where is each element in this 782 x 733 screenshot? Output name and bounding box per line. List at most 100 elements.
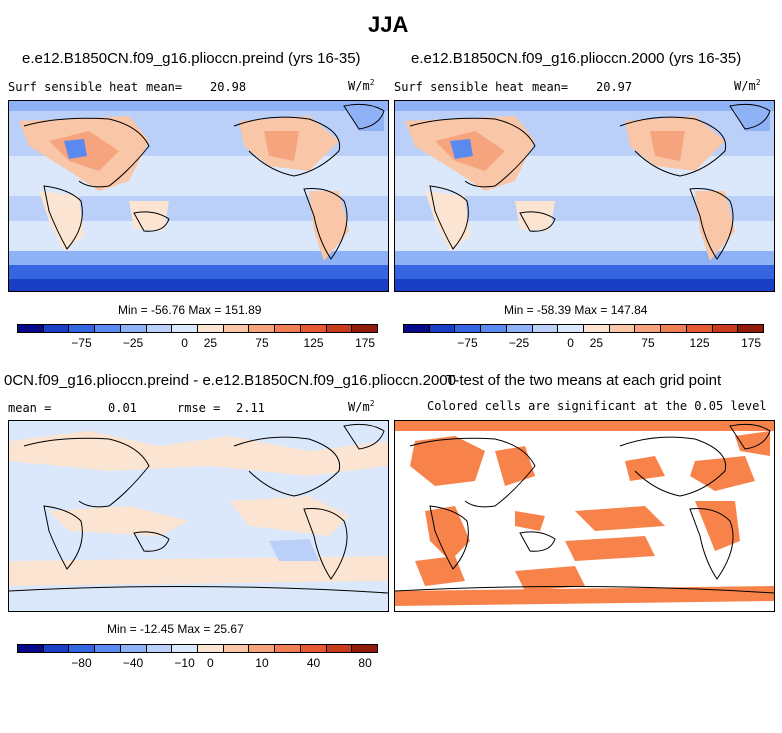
minmax-2000: Min = -58.39 Max = 147.84 — [504, 303, 648, 317]
map-2000 — [394, 100, 775, 292]
colorbar-segment — [455, 325, 482, 332]
panel-title-ttest: T-test of the two means at each grid poi… — [446, 372, 722, 389]
panel-title-2000: e.e12.B1850CN.f09_g16.plioccn.2000 (yrs … — [411, 50, 742, 67]
colorbar-segment — [506, 325, 533, 332]
colorbar-tick-label: 80 — [358, 656, 372, 670]
units-diff: W/m2 — [348, 399, 375, 414]
colorbar-segment — [198, 645, 224, 652]
colorbar-segment — [223, 645, 250, 652]
mean-value-preind: 20.98 — [210, 80, 247, 94]
colorbar-tick-label: 0 — [207, 656, 214, 670]
panel-subtitle-ttest: Colored cells are significant at the 0.0… — [427, 399, 767, 413]
units-preind: W/m2 — [348, 78, 375, 93]
colorbar-segment — [18, 325, 44, 332]
colorbar-segment — [326, 645, 353, 652]
colorbar-segment — [43, 325, 70, 332]
units-sup: 2 — [755, 78, 761, 87]
colorbar-tick-label: −75 — [457, 336, 478, 350]
units-sup: 2 — [369, 399, 375, 408]
colorbar-tick-label: −10 — [174, 656, 195, 670]
colorbar-tick-label: 175 — [741, 336, 762, 350]
mean-value-2000: 20.97 — [596, 80, 633, 94]
colorbar-segment — [429, 325, 456, 332]
colorbar-2000 — [403, 324, 764, 333]
colorbar-segment — [69, 325, 96, 332]
colorbar-segment — [404, 325, 430, 332]
colorbar-segment — [120, 645, 147, 652]
units-text: W/m — [348, 79, 370, 93]
colorbar-segment — [635, 325, 662, 332]
units-text: W/m — [734, 79, 756, 93]
panel-title-diff: 0CN.f09_g16.plioccn.preind - e.e12.B1850… — [4, 372, 456, 389]
colorbar-tick-label: −40 — [122, 656, 144, 670]
colorbar-segment — [69, 645, 96, 652]
colorbar-tick-label: 75 — [641, 336, 655, 350]
colorbar-tick-label: 175 — [355, 336, 376, 350]
colorbar-diff — [17, 644, 378, 653]
map-preind — [8, 100, 389, 292]
map-ttest — [394, 420, 775, 612]
colorbar-segment — [18, 645, 44, 652]
colorbar-segment — [686, 325, 713, 332]
colorbar-segment — [609, 325, 636, 332]
colorbar-segment — [326, 325, 353, 332]
colorbar-segment — [146, 325, 173, 332]
colorbar-tick-label: 25 — [589, 336, 604, 350]
mean-label-diff: mean = — [8, 401, 52, 415]
colorbar-segment — [95, 325, 121, 332]
mean-value-diff: 0.01 — [108, 401, 137, 415]
colorbar-segment — [558, 325, 585, 332]
colorbar-segment — [249, 645, 276, 652]
colorbar-segment — [532, 325, 559, 332]
colorbar-segment — [712, 325, 739, 332]
minmax-diff: Min = -12.45 Max = 25.67 — [107, 622, 244, 636]
rmse-label-diff: rmse = — [177, 401, 221, 415]
colorbar-tick-label: 25 — [203, 336, 218, 350]
colorbar-segment — [95, 645, 121, 652]
map-svg-ttest — [395, 421, 774, 611]
colorbar-segment — [198, 325, 224, 332]
map-svg-diff — [9, 421, 388, 611]
significance-cells — [395, 421, 774, 606]
colorbar-segment — [352, 325, 378, 332]
colorbar-segment — [146, 645, 173, 652]
colorbar-tick-label: 0 — [567, 336, 574, 350]
colorbar-tick-label: 10 — [255, 656, 269, 670]
colorbar-tick-label: 75 — [255, 336, 269, 350]
minmax-preind: Min = -56.76 Max = 151.89 — [118, 303, 262, 317]
colorbar-tick-label: 0 — [181, 336, 188, 350]
mean-label-preind: mean= — [146, 80, 183, 94]
colorbar-segment — [275, 645, 301, 652]
colorbar-tick-label: −75 — [71, 336, 92, 350]
units-sup: 2 — [369, 78, 375, 87]
colorbar-tick-label: 125 — [303, 336, 324, 350]
colorbar-segment — [584, 325, 610, 332]
colorbar-segment — [43, 645, 70, 652]
colorbar-segment — [300, 325, 327, 332]
units-text: W/m — [348, 400, 370, 414]
page-title: JJA — [368, 12, 409, 37]
panel-title-preind: e.e12.B1850CN.f09_g16.plioccn.preind (yr… — [22, 50, 361, 67]
colorbar-segment — [275, 325, 301, 332]
colorbar-tick-label: −25 — [122, 336, 144, 350]
colorbar-segment — [300, 645, 327, 652]
colorbar-preind — [17, 324, 378, 333]
colorbar-tick-label: −80 — [71, 656, 92, 670]
colorbar-segment — [738, 325, 764, 332]
colorbar-segment — [481, 325, 507, 332]
colorbar-segment — [172, 325, 199, 332]
colorbar-segment — [249, 325, 276, 332]
map-svg-preind — [9, 101, 388, 291]
colorbar-tick-label: 40 — [306, 656, 321, 670]
colorbar-segment — [172, 645, 199, 652]
colorbar-segment — [120, 325, 147, 332]
colorbar-tick-label: 125 — [689, 336, 710, 350]
colorbar-segment — [661, 325, 687, 332]
variable-label-2000: Surf sensible heat — [394, 80, 525, 94]
units-2000: W/m2 — [734, 78, 761, 93]
map-svg-2000 — [395, 101, 774, 291]
colorbar-segment — [223, 325, 250, 332]
rmse-value-diff: 2.11 — [236, 401, 265, 415]
colorbar-segment — [352, 645, 378, 652]
map-diff — [8, 420, 389, 612]
